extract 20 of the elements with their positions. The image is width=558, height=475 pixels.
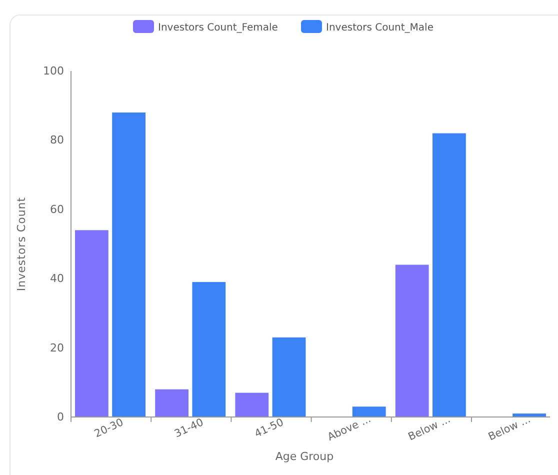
bar	[395, 264, 429, 417]
bar	[235, 392, 269, 417]
bar	[352, 406, 386, 417]
y-tick-label: 40	[50, 272, 64, 286]
bar	[192, 282, 226, 417]
bar	[155, 389, 188, 417]
y-tick-label: 20	[50, 341, 64, 354]
bar	[432, 133, 466, 417]
y-axis-title: Investors Count	[15, 196, 28, 292]
legend-label: Investors Count_Male	[326, 22, 434, 34]
y-tick-label: 100	[43, 64, 64, 78]
y-tick-label: 60	[50, 202, 64, 216]
y-tick-label: 80	[50, 134, 64, 147]
x-tick-label: 41-50	[252, 416, 286, 440]
x-axis-title: Age Group	[275, 450, 334, 463]
bar	[75, 230, 108, 417]
y-tick-label: 0	[57, 410, 64, 424]
legend-label: Investors Count_Female	[158, 22, 278, 34]
bar	[112, 112, 146, 417]
bar	[272, 337, 306, 417]
